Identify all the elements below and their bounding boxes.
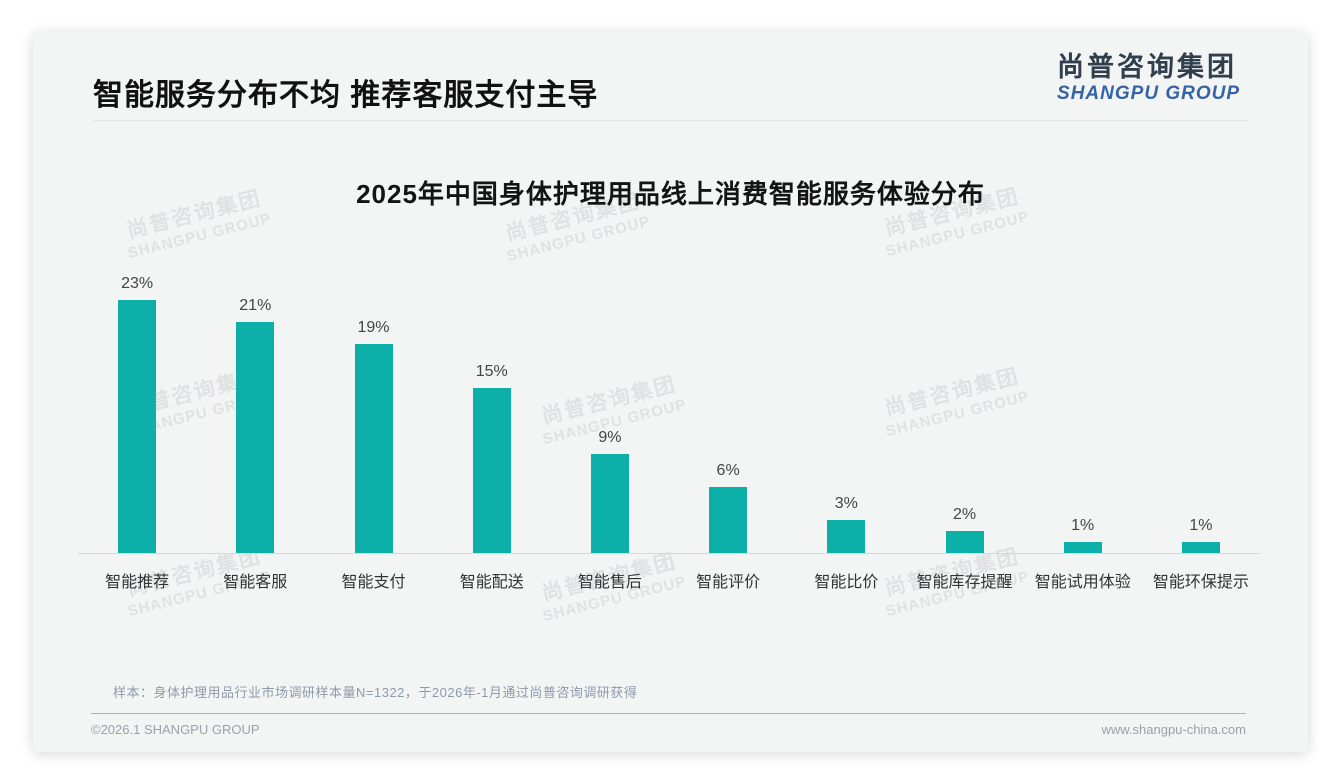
bar-column: 21% [196,297,314,553]
page-title: 智能服务分布不均 推荐客服支付主导 [93,79,599,112]
sample-note: 样本：身体护理用品行业市场调研样本量N=1322，于2026年-1月通过尚普咨询… [113,685,638,700]
watermark-en: SHANGPU GROUP [126,210,274,263]
bar-column: 19% [314,319,432,553]
bar-category-label: 智能支付 [341,574,406,591]
watermark-en: SHANGPU GROUP [505,213,653,266]
bar-category-label: 智能配送 [459,574,524,591]
bar-category-label: 智能评价 [696,574,761,591]
bar-category-label: 智能试用体验 [1034,574,1131,591]
bar [945,531,984,553]
footer-website: www.shangpu-china.com [1101,722,1246,737]
bar [118,300,157,553]
bar-value-label: 1% [1071,517,1095,534]
bar-column: 1% [1024,517,1142,553]
bar-value-label: 6% [716,462,740,479]
bar-category-label: 智能环保提示 [1152,574,1249,591]
bar-category-label: 智能售后 [577,574,642,591]
bar-column: 2% [905,506,1023,553]
bar-value-label: 19% [357,319,390,336]
bar-column: 9% [551,429,669,553]
bar-value-label: 21% [239,297,272,314]
bar-value-label: 9% [598,429,622,446]
bar-value-label: 3% [834,495,858,512]
bar-column: 6% [669,462,787,553]
bar [590,454,629,553]
watermark-en: SHANGPU GROUP [884,208,1032,261]
bar [827,520,866,553]
footer-divider [91,713,1246,714]
header-divider [93,120,1250,121]
bar-value-label: 15% [475,363,508,380]
bar-value-label: 23% [121,275,154,292]
bar-category-label: 智能推荐 [105,574,170,591]
footer: ©2026.1 SHANGPU GROUP www.shangpu-china.… [91,722,1246,737]
bar [236,322,275,553]
bar-column: 1% [1142,517,1260,553]
logo-en-text: SHANGPU GROUP [1057,83,1240,105]
bar-value-label: 1% [1189,517,1213,534]
bar-column: 15% [433,363,551,553]
bar-category-label: 智能库存提醒 [916,574,1013,591]
bar [1181,542,1220,553]
bar-column: 3% [787,495,905,553]
bar [472,388,511,553]
bar-column: 23% [78,275,196,553]
logo-cn-text: 尚普咨询集团 [1057,52,1238,82]
footer-copyright: ©2026.1 SHANGPU GROUP [91,722,260,737]
bar [354,344,393,553]
company-logo: 尚普咨询集团 SHANGPU GROUP [1057,52,1240,105]
bar [1063,542,1102,553]
chart-title: 2025年中国身体护理用品线上消费智能服务体验分布 [356,179,985,209]
bar [709,487,748,553]
report-slide: 尚普咨询集团 SHANGPU GROUP 尚普咨询集团 SHANGPU GROU… [33,32,1308,752]
bar-category-label: 智能比价 [814,574,879,591]
bar-value-label: 2% [952,506,977,523]
plot-area: 23% 21% 19% 15% 9% 6% 3% 2% 1% 1% [78,264,1260,554]
bar-category-label: 智能客服 [223,574,288,591]
category-row: 智能推荐 智能客服 智能支付 智能配送 智能售后 智能评价 智能比价 智能库存提醒 智能试用体验… [78,568,1260,592]
